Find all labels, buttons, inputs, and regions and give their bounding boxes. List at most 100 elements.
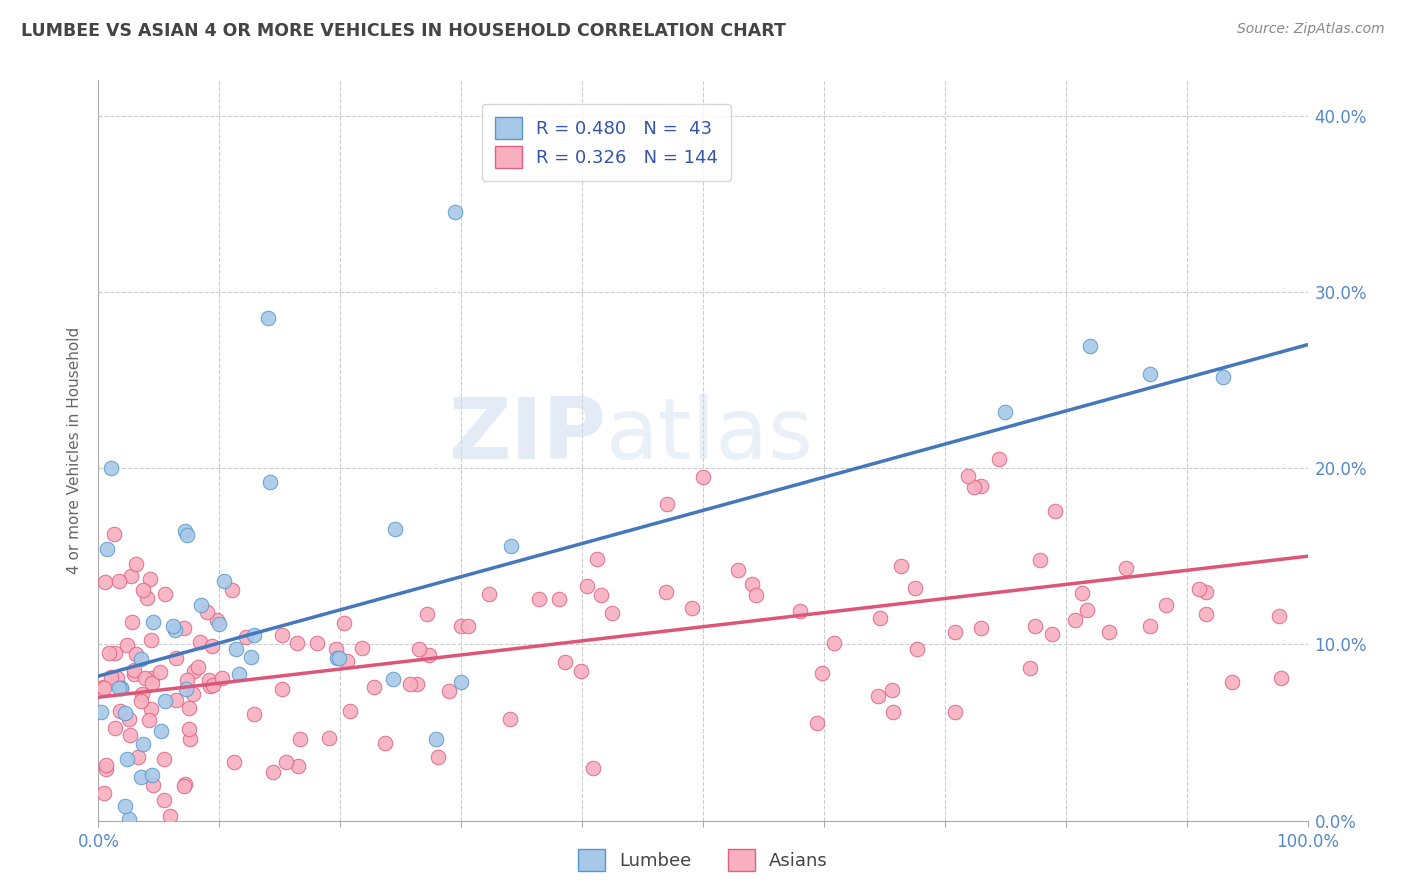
Point: [104, 721, 127, 735]
Point: [201, 639, 224, 653]
Point: [114, 706, 136, 721]
Point: [150, 723, 173, 738]
Point: [307, 635, 329, 649]
Point: [339, 704, 361, 718]
Point: [198, 673, 221, 687]
Point: [350, 640, 373, 655]
Point: [994, 405, 1017, 419]
Point: [890, 559, 912, 574]
Point: [600, 606, 623, 620]
Point: [425, 731, 447, 746]
Point: [477, 587, 499, 601]
Point: [548, 592, 571, 607]
Point: [131, 687, 153, 701]
Point: [943, 705, 966, 719]
Point: [415, 607, 437, 621]
Point: [681, 601, 703, 615]
Point: [287, 759, 309, 773]
Point: [582, 761, 605, 775]
Point: [174, 682, 197, 697]
Point: [93, 786, 115, 800]
Point: [569, 664, 592, 678]
Point: [1019, 661, 1042, 675]
Point: [179, 731, 201, 746]
Point: [589, 588, 612, 602]
Point: [262, 765, 284, 780]
Point: [117, 638, 139, 652]
Point: [1071, 585, 1094, 599]
Point: [132, 582, 155, 597]
Point: [437, 684, 460, 698]
Point: [381, 673, 404, 687]
Point: [657, 497, 679, 511]
Point: [138, 572, 160, 586]
Point: [408, 641, 430, 656]
Point: [553, 655, 575, 669]
Point: [110, 681, 132, 696]
Point: [173, 621, 195, 635]
Point: [1156, 598, 1178, 612]
Point: [1195, 585, 1218, 599]
Point: [129, 652, 152, 666]
Point: [125, 647, 148, 661]
Point: [221, 583, 243, 598]
Point: [586, 551, 609, 566]
Point: [138, 713, 160, 727]
Point: [810, 666, 832, 681]
Point: [1220, 675, 1243, 690]
Point: [1078, 339, 1101, 353]
Point: [149, 665, 172, 680]
Point: [259, 475, 281, 489]
Point: [866, 690, 889, 704]
Point: [325, 651, 347, 665]
Point: [179, 722, 201, 736]
Text: atlas: atlas: [606, 394, 814, 477]
Point: [745, 588, 768, 602]
Point: [228, 667, 250, 681]
Point: [122, 663, 145, 677]
Point: [176, 528, 198, 542]
Point: [1064, 613, 1087, 627]
Point: [153, 694, 176, 708]
Point: [104, 646, 127, 660]
Point: [405, 677, 427, 691]
Point: [141, 767, 163, 781]
Legend: R = 0.480   N =  43, R = 0.326   N = 144: R = 0.480 N = 43, R = 0.326 N = 144: [482, 104, 731, 181]
Point: [181, 687, 204, 701]
Point: [131, 737, 153, 751]
Point: [957, 469, 980, 483]
Point: [905, 641, 928, 656]
Point: [1194, 607, 1216, 621]
Point: [235, 630, 257, 644]
Point: [325, 641, 347, 656]
Point: [201, 677, 224, 691]
Point: [183, 664, 205, 678]
Point: [242, 627, 264, 641]
Point: [177, 701, 200, 715]
Point: [271, 681, 294, 696]
Point: [987, 451, 1010, 466]
Point: [943, 624, 966, 639]
Point: [575, 579, 598, 593]
Point: [205, 613, 228, 627]
Point: [142, 779, 165, 793]
Point: [139, 633, 162, 648]
Point: [1043, 504, 1066, 518]
Point: [333, 615, 356, 630]
Point: [270, 628, 292, 642]
Point: [174, 777, 197, 791]
Point: [174, 524, 197, 539]
Y-axis label: 4 or more Vehicles in Household: 4 or more Vehicles in Household: [67, 326, 83, 574]
Point: [1115, 561, 1137, 575]
Point: [117, 752, 139, 766]
Point: [288, 731, 311, 746]
Point: [114, 798, 136, 813]
Point: [499, 712, 522, 726]
Point: [108, 704, 131, 718]
Point: [122, 667, 145, 681]
Point: [198, 679, 221, 693]
Point: [110, 681, 132, 696]
Point: [969, 621, 991, 635]
Point: [129, 694, 152, 708]
Point: [91, 680, 114, 694]
